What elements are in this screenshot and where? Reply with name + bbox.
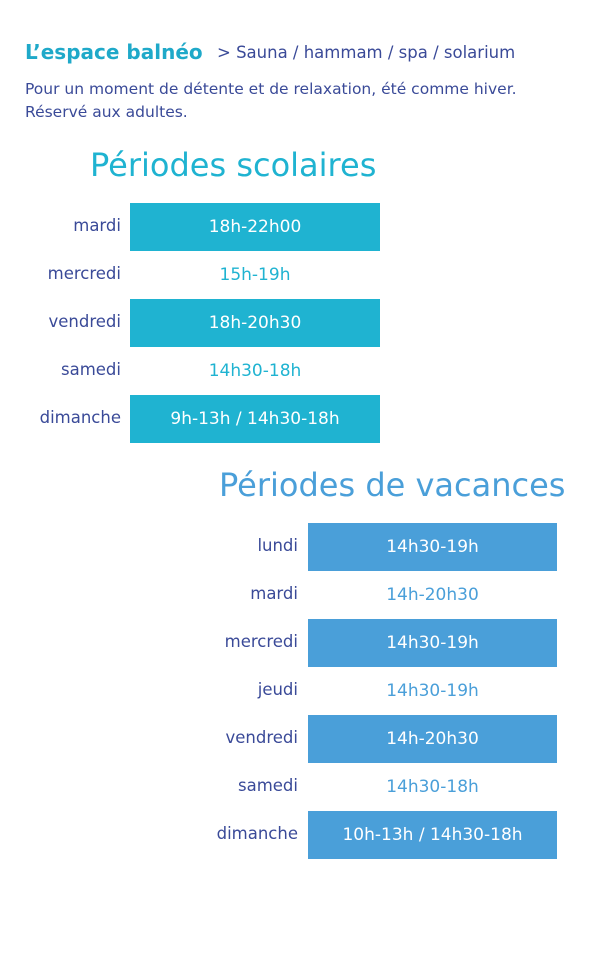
hours: 14h-20h30 — [386, 585, 479, 605]
hours: 14h30-19h — [308, 619, 557, 667]
hours: 18h-20h30 — [130, 299, 380, 347]
day-label: lundi — [257, 536, 298, 555]
hours: 14h30-19h — [386, 681, 479, 701]
day-label: mercredi — [47, 264, 121, 283]
day-label: dimanche — [216, 824, 298, 843]
intro-line: Réservé aux adultes. — [25, 103, 188, 121]
hours: 14h30-18h — [386, 777, 479, 797]
day-label: vendredi — [48, 312, 121, 331]
section-title: Périodes scolaires — [90, 146, 377, 184]
day-label: dimanche — [39, 408, 121, 427]
day-label: samedi — [61, 360, 121, 379]
hours: 15h-19h — [219, 265, 291, 285]
day-label: samedi — [238, 776, 298, 795]
day-label: mercredi — [224, 632, 298, 651]
hours: 10h-13h / 14h30-18h — [308, 811, 557, 859]
title: L’espace balnéo — [25, 40, 203, 64]
hours: 14h30-18h — [208, 361, 302, 381]
day-label: jeudi — [257, 680, 298, 699]
section-title: Périodes de vacances — [219, 466, 566, 504]
day-label: mardi — [73, 216, 121, 235]
day-label: vendredi — [225, 728, 298, 747]
hours: 9h-13h / 14h30-18h — [130, 395, 380, 443]
day-label: mardi — [250, 584, 298, 603]
subtitle: > Sauna / hammam / spa / solarium — [217, 43, 516, 62]
hours: 14h-20h30 — [308, 715, 557, 763]
hours: 18h-22h00 — [130, 203, 380, 251]
intro-line: Pour un moment de détente et de relaxati… — [25, 80, 517, 98]
hours: 14h30-19h — [308, 523, 557, 571]
